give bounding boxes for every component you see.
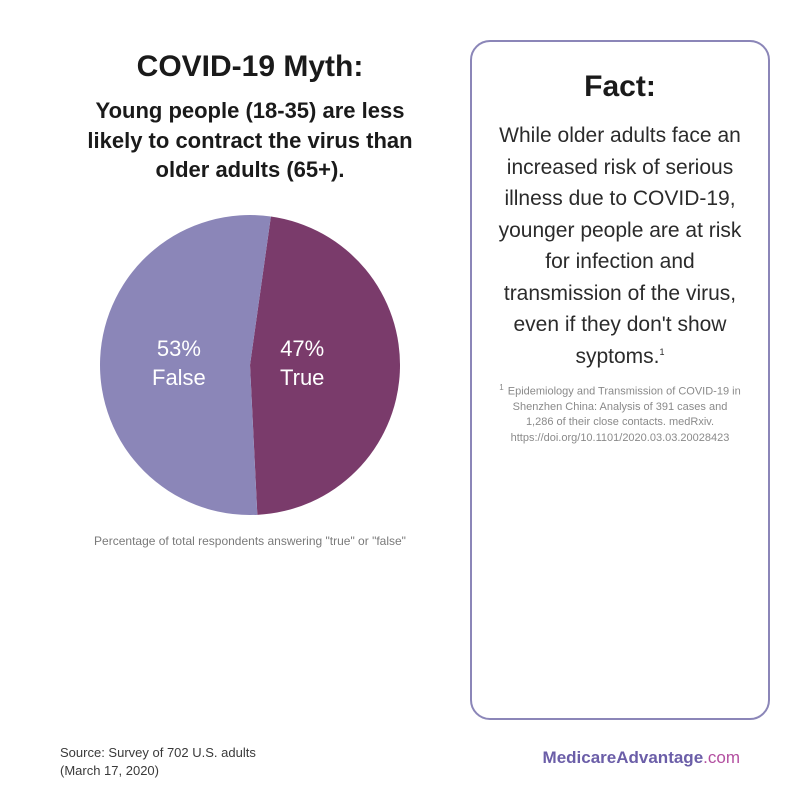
chart-footnote: Percentage of total respondents answerin… [94,533,406,550]
logo-main: Medicare [543,748,617,767]
pie-label-false: 53% False [152,335,206,392]
pie-slice-true [250,217,400,515]
pie-false-pct: 53% [157,336,201,361]
logo-suffix: .com [703,748,740,767]
source-text: Source: Survey of 702 U.S. adults (March… [60,744,256,780]
myth-subtitle: Young people (18-35) are less likely to … [80,96,420,185]
main-container: COVID-19 Myth: Young people (18-35) are … [0,0,800,800]
source-line2: (March 17, 2020) [60,763,159,778]
fact-title: Fact: [492,70,748,104]
pie-chart: 53% False 47% True [100,215,400,515]
pie-true-word: True [280,365,324,390]
fact-citation: 1 Epidemiology and Transmission of COVID-… [492,382,748,446]
myth-title: COVID-19 Myth: [137,50,364,84]
right-column: Fact: While older adults face an increas… [470,40,770,780]
pie-false-word: False [152,365,206,390]
pie-svg [100,215,400,515]
logo-accent: Advantage [616,748,703,767]
brand-logo: MedicareAdvantage.com [543,748,740,768]
fact-box: Fact: While older adults face an increas… [470,40,770,720]
pie-true-pct: 47% [280,336,324,361]
left-column: COVID-19 Myth: Young people (18-35) are … [20,40,460,780]
source-line1: Source: Survey of 702 U.S. adults [60,745,256,760]
citation-marker: 1 [499,383,503,392]
fact-citation-marker: 1 [660,347,665,357]
fact-body: While older adults face an increased ris… [492,120,748,372]
pie-label-true: 47% True [280,335,324,392]
fact-body-text: While older adults face an increased ris… [499,124,742,368]
citation-text: Epidemiology and Transmission of COVID-1… [508,386,741,444]
